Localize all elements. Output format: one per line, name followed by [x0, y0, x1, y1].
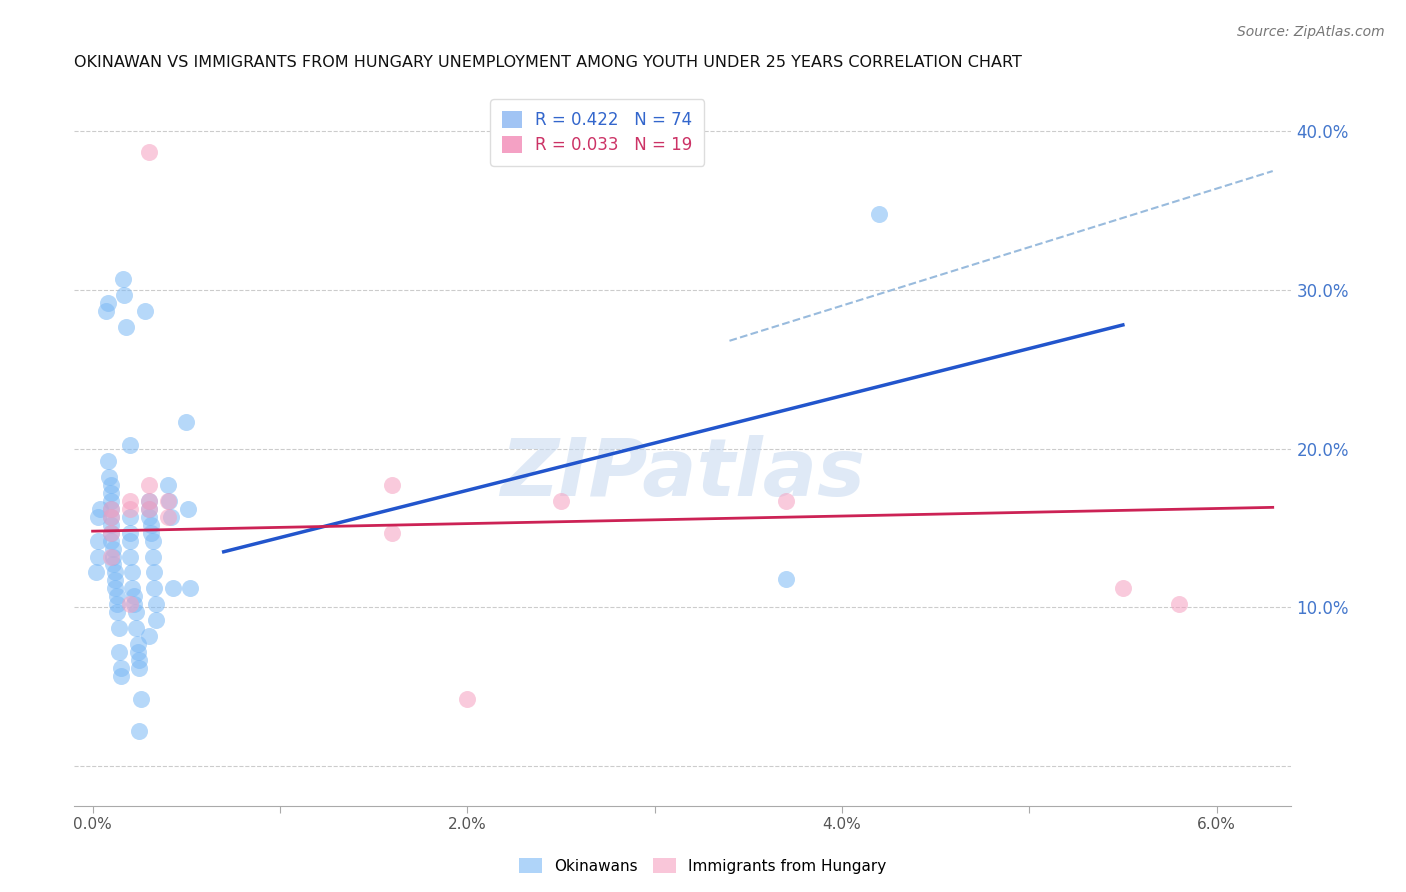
Point — [121, 581, 143, 595]
Point — [118, 597, 141, 611]
Point — [100, 509, 122, 524]
Point — [108, 645, 131, 659]
Point — [87, 509, 110, 524]
Point — [122, 589, 145, 603]
Point — [97, 295, 120, 310]
Point — [145, 597, 167, 611]
Point — [124, 605, 146, 619]
Point — [134, 303, 156, 318]
Point — [138, 502, 160, 516]
Point — [139, 525, 162, 540]
Point — [100, 494, 122, 508]
Point — [118, 438, 141, 452]
Point — [122, 597, 145, 611]
Point — [105, 597, 128, 611]
Text: OKINAWAN VS IMMIGRANTS FROM HUNGARY UNEMPLOYMENT AMONG YOUTH UNDER 25 YEARS CORR: OKINAWAN VS IMMIGRANTS FROM HUNGARY UNEM… — [75, 55, 1022, 70]
Point — [138, 145, 160, 159]
Point — [157, 494, 180, 508]
Legend: R = 0.422   N = 74, R = 0.033   N = 19: R = 0.422 N = 74, R = 0.033 N = 19 — [491, 99, 704, 166]
Point — [104, 574, 127, 588]
Text: Source: ZipAtlas.com: Source: ZipAtlas.com — [1237, 25, 1385, 39]
Point — [103, 549, 125, 564]
Point — [141, 549, 163, 564]
Point — [97, 454, 120, 468]
Text: ZIPatlas: ZIPatlas — [501, 434, 865, 513]
Point — [141, 533, 163, 548]
Point — [143, 566, 166, 580]
Point — [139, 517, 162, 532]
Point — [104, 581, 127, 595]
Point — [456, 692, 478, 706]
Point — [121, 566, 143, 580]
Point — [775, 494, 797, 508]
Point — [100, 486, 122, 500]
Point — [129, 692, 152, 706]
Point — [100, 517, 122, 532]
Point — [127, 645, 149, 659]
Point — [118, 509, 141, 524]
Point — [110, 668, 132, 682]
Point — [100, 533, 122, 548]
Point — [86, 566, 108, 580]
Point — [105, 605, 128, 619]
Point — [103, 558, 125, 572]
Point — [138, 509, 160, 524]
Point — [145, 613, 167, 627]
Point — [98, 470, 121, 484]
Point — [138, 629, 160, 643]
Point — [127, 637, 149, 651]
Point — [160, 509, 183, 524]
Point — [118, 549, 141, 564]
Point — [100, 502, 122, 516]
Point — [110, 660, 132, 674]
Point — [868, 207, 890, 221]
Point — [381, 478, 404, 492]
Point — [128, 724, 150, 739]
Point — [105, 589, 128, 603]
Point — [111, 272, 134, 286]
Point — [103, 541, 125, 556]
Point — [162, 581, 184, 595]
Point — [118, 494, 141, 508]
Point — [174, 415, 197, 429]
Point — [138, 502, 160, 516]
Point — [100, 525, 122, 540]
Point — [104, 566, 127, 580]
Point — [118, 525, 141, 540]
Point — [100, 509, 122, 524]
Point — [128, 660, 150, 674]
Point — [94, 303, 117, 318]
Point — [1168, 597, 1191, 611]
Point — [156, 494, 179, 508]
Point — [87, 549, 110, 564]
Point — [87, 533, 110, 548]
Point — [100, 502, 122, 516]
Point — [179, 581, 201, 595]
Point — [138, 478, 160, 492]
Point — [1112, 581, 1135, 595]
Point — [89, 502, 111, 516]
Legend: Okinawans, Immigrants from Hungary: Okinawans, Immigrants from Hungary — [513, 852, 893, 880]
Point — [118, 502, 141, 516]
Point — [112, 287, 135, 301]
Point — [108, 621, 131, 635]
Point — [775, 572, 797, 586]
Point — [115, 319, 138, 334]
Point — [100, 525, 122, 540]
Point — [100, 549, 122, 564]
Point — [177, 502, 200, 516]
Point — [138, 494, 160, 508]
Point — [550, 494, 572, 508]
Point — [156, 478, 179, 492]
Point — [381, 525, 404, 540]
Point — [100, 478, 122, 492]
Point — [128, 653, 150, 667]
Point — [156, 509, 179, 524]
Point — [143, 581, 166, 595]
Point — [118, 533, 141, 548]
Point — [138, 494, 160, 508]
Point — [124, 621, 146, 635]
